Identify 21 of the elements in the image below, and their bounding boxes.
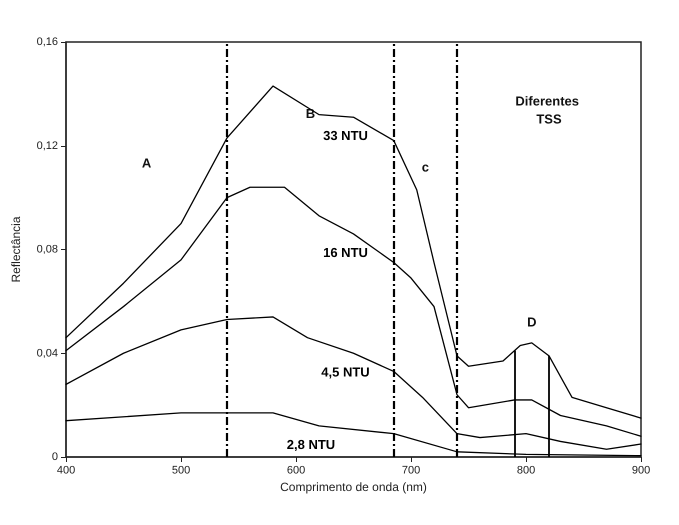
y-axis-title: Reflectância [9,216,23,283]
y-tick-label: 0,12 [36,140,58,152]
y-tick-label: 0,04 [36,347,58,360]
x-tick-label: 700 [402,464,420,476]
annotation: A [142,156,152,171]
x-tick-label: 400 [56,464,76,476]
x-tick-label: 900 [632,464,650,476]
x-tick-label: 800 [516,464,536,476]
series-label: 4,5 NTU [321,364,370,380]
series-label: 2,8 NTU [286,436,336,452]
series-label: 33 NTU [323,128,368,144]
y-tick-label: 0,08 [36,244,58,256]
annotation: D [527,314,536,330]
annotation: c [422,160,429,175]
y-tick-label: 0 [52,451,58,463]
annotation: Diferentes TSS [515,93,583,126]
x-axis-title: Comprimento de onda (nm) [280,480,427,494]
x-tick-label: 500 [172,464,190,476]
x-tick-label: 600 [286,464,306,476]
series-label: 16 NTU [323,244,368,260]
y-tick-label: 0,16 [36,36,58,48]
